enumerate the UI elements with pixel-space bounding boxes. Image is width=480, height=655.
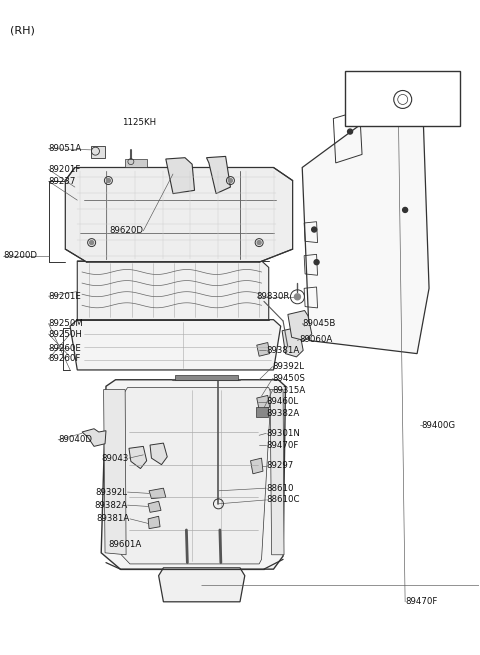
Bar [175,375,238,380]
Text: (RH): (RH) [10,26,35,36]
Polygon shape [257,343,270,356]
Polygon shape [104,390,126,555]
Text: 89450S: 89450S [273,374,305,383]
Text: 89460L: 89460L [266,398,299,407]
Text: 89382A: 89382A [266,409,300,418]
Text: 89051A: 89051A [48,144,82,153]
Polygon shape [150,443,167,464]
Polygon shape [148,516,160,529]
Polygon shape [257,396,270,410]
Text: 89060A: 89060A [300,335,333,344]
Text: 89470F: 89470F [405,597,437,607]
Text: 89601A: 89601A [108,540,142,549]
Polygon shape [121,388,271,564]
Polygon shape [149,488,166,498]
Polygon shape [82,429,106,446]
Circle shape [228,179,232,183]
Circle shape [348,129,353,134]
Text: 89200D: 89200D [3,251,37,260]
Polygon shape [129,446,147,468]
Text: 89315A: 89315A [273,386,306,395]
Circle shape [314,259,319,265]
Text: 88610C: 88610C [266,495,300,504]
Bar [345,71,460,126]
Text: 89250H: 89250H [48,329,83,339]
Text: 89201E: 89201E [48,291,82,301]
Text: 89620D: 89620D [109,227,144,235]
Circle shape [391,113,396,118]
Text: 86549: 86549 [388,75,418,84]
Text: 88610: 88610 [266,483,294,493]
Bar [125,159,147,167]
Circle shape [107,179,110,183]
Polygon shape [282,328,303,357]
Circle shape [312,227,317,232]
Text: 89400G: 89400G [422,421,456,430]
Text: 89237: 89237 [48,177,76,186]
Circle shape [90,240,94,244]
Text: 86549: 86549 [390,93,420,102]
Polygon shape [206,157,230,194]
Polygon shape [70,320,281,370]
Polygon shape [302,79,429,354]
Text: 89382A: 89382A [94,500,128,510]
Polygon shape [65,168,293,262]
Polygon shape [288,310,312,341]
Circle shape [403,208,408,212]
Text: 89381A: 89381A [266,346,300,355]
Text: 89830R: 89830R [257,292,290,301]
Text: 89260F: 89260F [48,354,81,364]
Text: 89201F: 89201F [48,165,81,174]
Polygon shape [251,458,263,474]
Polygon shape [158,568,245,602]
Bar [91,146,105,158]
Text: 89470F: 89470F [266,441,299,449]
Text: 89250M: 89250M [48,319,84,328]
Text: 89045B: 89045B [302,319,336,328]
Text: 1125KH: 1125KH [122,118,156,127]
Text: 89381A: 89381A [96,514,130,523]
Text: 89043: 89043 [102,454,129,462]
Text: 89301N: 89301N [266,429,300,438]
Text: 89392L: 89392L [273,362,304,371]
Polygon shape [270,390,284,555]
Circle shape [294,294,300,300]
Text: 89040D: 89040D [58,436,92,444]
Polygon shape [166,158,194,194]
Text: 89297: 89297 [266,462,294,470]
Polygon shape [77,261,269,320]
Text: 89392L: 89392L [96,487,128,496]
Polygon shape [101,380,286,569]
Circle shape [257,240,261,244]
Polygon shape [148,501,161,512]
Text: 89260E: 89260E [48,344,82,353]
Bar [256,407,268,417]
